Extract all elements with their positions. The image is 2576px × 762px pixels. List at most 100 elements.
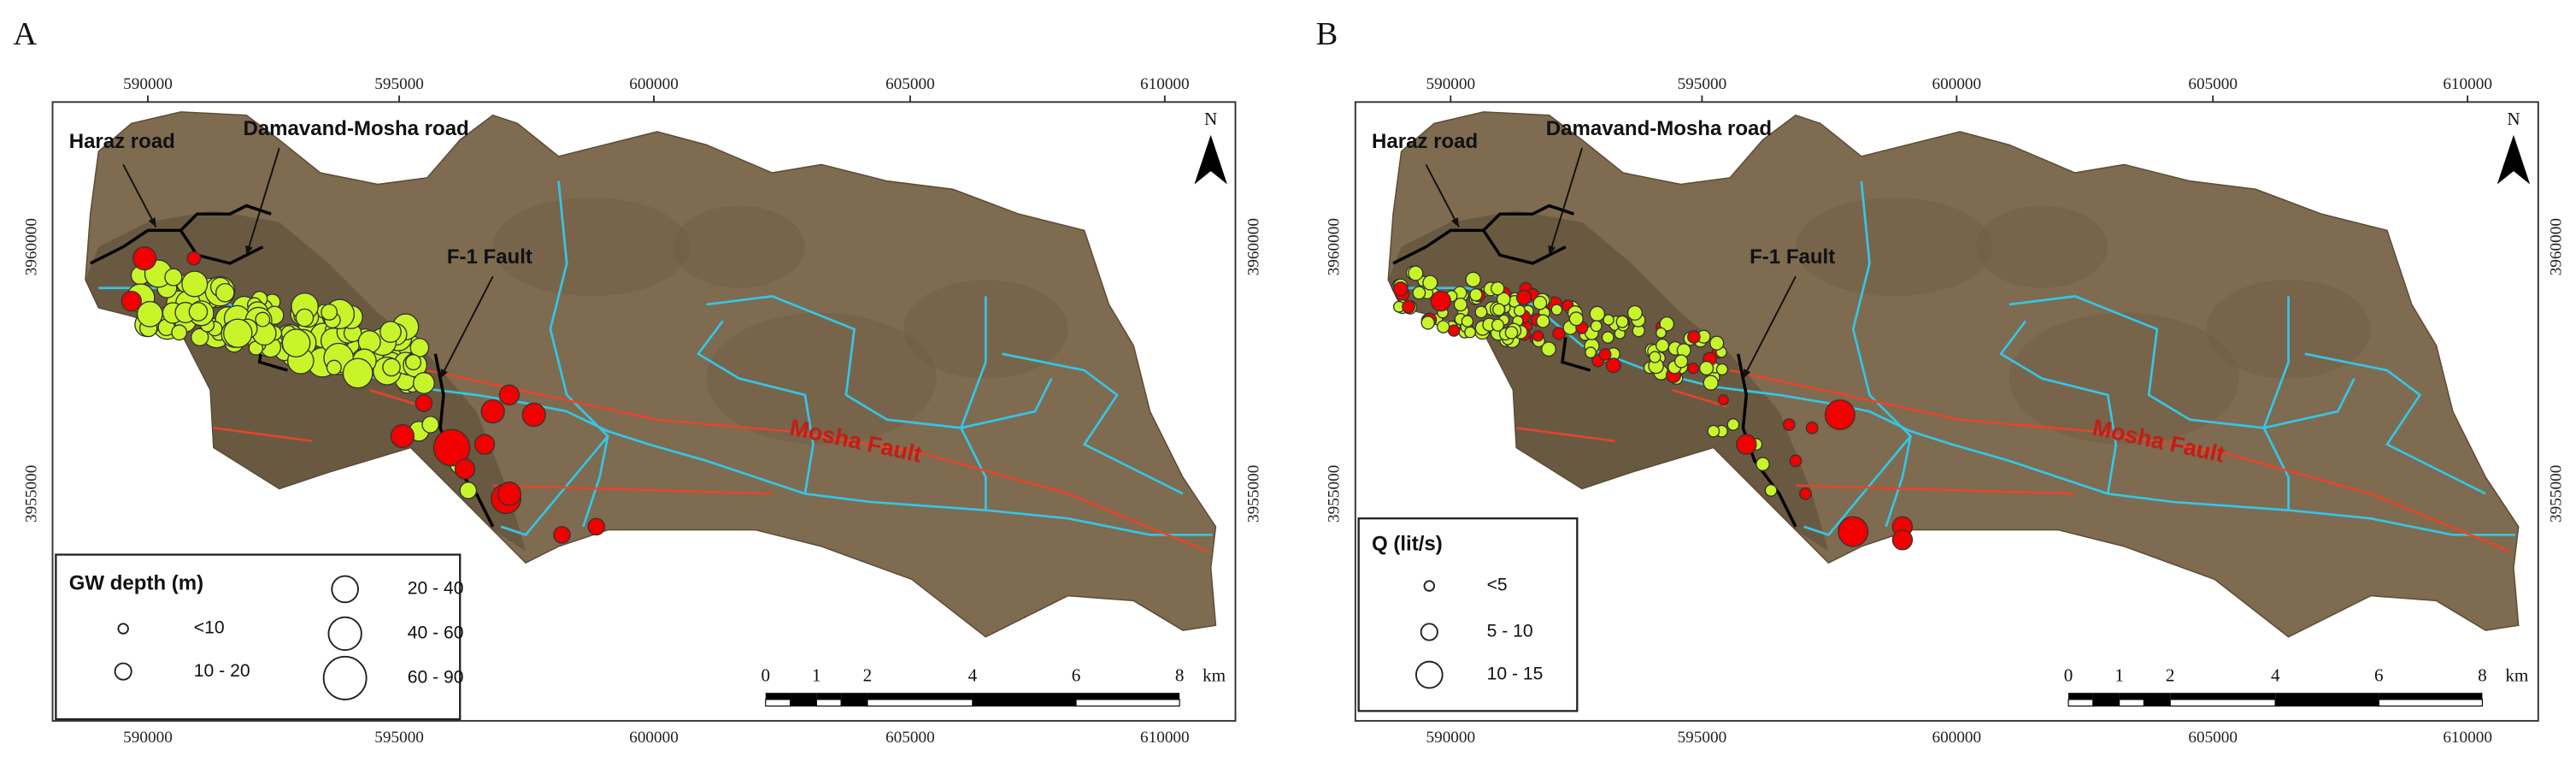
well-point [1687, 362, 1699, 375]
legend-label: <5 [1487, 576, 1508, 595]
river [696, 320, 815, 494]
scale-segment [2067, 699, 2094, 707]
legend-title: Q (lit/s) [1372, 532, 1443, 555]
river [706, 295, 1053, 429]
well-point [191, 328, 209, 346]
legend-symbol [1423, 580, 1436, 592]
well-point [1601, 331, 1614, 344]
well-point [1891, 529, 1914, 551]
well-point [432, 428, 471, 467]
arrow-head [148, 217, 156, 227]
annotation-arrow [439, 275, 494, 380]
well-point [1492, 303, 1506, 316]
x-tick-label: 595000 [374, 75, 424, 93]
well-point [255, 311, 271, 328]
fault-label: F-1 Fault [1750, 245, 1835, 269]
x-tick-label: 600000 [1932, 729, 1982, 747]
well-point [1603, 314, 1614, 326]
arrow-head [1450, 217, 1459, 227]
well-point [1838, 516, 1869, 547]
x-tick-label: 605000 [885, 75, 935, 93]
well-point [1532, 329, 1544, 342]
x-tick-label: 590000 [1426, 75, 1475, 93]
annotation-arrow [1742, 275, 1797, 380]
fault [1729, 369, 2511, 552]
x-tick-label: 590000 [123, 729, 173, 747]
well-point [1536, 314, 1550, 328]
well-point [181, 270, 209, 298]
well-point [473, 434, 496, 455]
well-point [171, 324, 188, 341]
y-tick-label: 3955000 [1326, 465, 1344, 523]
x-tick-label: 605000 [2188, 75, 2238, 93]
legend-symbol [117, 623, 129, 635]
annotation-arrow [1425, 163, 1460, 228]
river [2304, 352, 2486, 495]
scale-segment [2275, 693, 2379, 700]
scale-label: 8 [1175, 665, 1185, 686]
terrain-ridge [1795, 197, 1993, 297]
x-tick-label: 600000 [1932, 75, 1982, 93]
well-point [326, 359, 342, 375]
river [500, 435, 609, 537]
well-point [132, 245, 157, 271]
well-point [1402, 299, 1416, 314]
well-point [1789, 454, 1803, 468]
x-tick-label: 600000 [629, 729, 679, 747]
well-point [415, 394, 433, 412]
well-point [1589, 305, 1606, 322]
road [89, 204, 272, 265]
well-point [223, 318, 253, 348]
well-point [587, 517, 606, 536]
well-point [1541, 341, 1556, 357]
y-tick-label: 3960000 [22, 218, 40, 275]
scale-segment [867, 699, 973, 707]
scale-segment [867, 693, 973, 700]
scale-segment [790, 693, 817, 700]
scale-label: 0 [761, 665, 770, 686]
scale-segment [2169, 699, 2276, 707]
terrain-ridge [2008, 312, 2239, 445]
well-point [1605, 357, 1621, 374]
well-point [1550, 304, 1563, 316]
annotation-arrow [245, 147, 280, 256]
river [1002, 352, 1184, 495]
north-label: N [2507, 109, 2520, 129]
x-tick-label: 590000 [1426, 729, 1475, 747]
well-point [136, 300, 163, 328]
well-point [1687, 330, 1701, 344]
well-point [1491, 318, 1505, 332]
river [2262, 296, 2290, 511]
well-point [1447, 324, 1461, 337]
fault-label: F-1 Fault [447, 245, 532, 269]
well-point [1707, 424, 1720, 438]
road-label: Damavand-Mosha road [1546, 117, 1772, 140]
terrain-ridge [1976, 205, 2108, 288]
x-tick-label: 590000 [123, 75, 173, 93]
well-point [1590, 320, 1603, 333]
well-point [1674, 354, 1689, 369]
well-point [1568, 311, 1584, 327]
well-point [1717, 394, 1729, 406]
well-point [1782, 418, 1796, 431]
scale-segment [1075, 699, 1180, 707]
arrow-head [1548, 245, 1556, 256]
scale-label: 2 [863, 665, 873, 686]
panel-label: A [13, 16, 37, 52]
well-point [1436, 320, 1450, 334]
x-tick-label: 605000 [885, 729, 935, 747]
legend-label: 10 - 15 [1487, 665, 1544, 684]
well-point [1461, 315, 1474, 328]
well-point [413, 372, 435, 394]
legend-box [1357, 517, 1579, 712]
road [1392, 204, 1575, 265]
scale-label: 1 [2114, 665, 2124, 686]
x-tick-label: 605000 [2188, 729, 2238, 747]
well-point [1491, 281, 1505, 296]
legend-symbol [1420, 623, 1438, 641]
well-point [342, 357, 373, 389]
legend-label: 20 - 40 [408, 579, 464, 599]
well-point [1756, 457, 1770, 472]
x-tick-label: 600000 [629, 75, 679, 93]
scale-label: 6 [2374, 665, 2384, 686]
